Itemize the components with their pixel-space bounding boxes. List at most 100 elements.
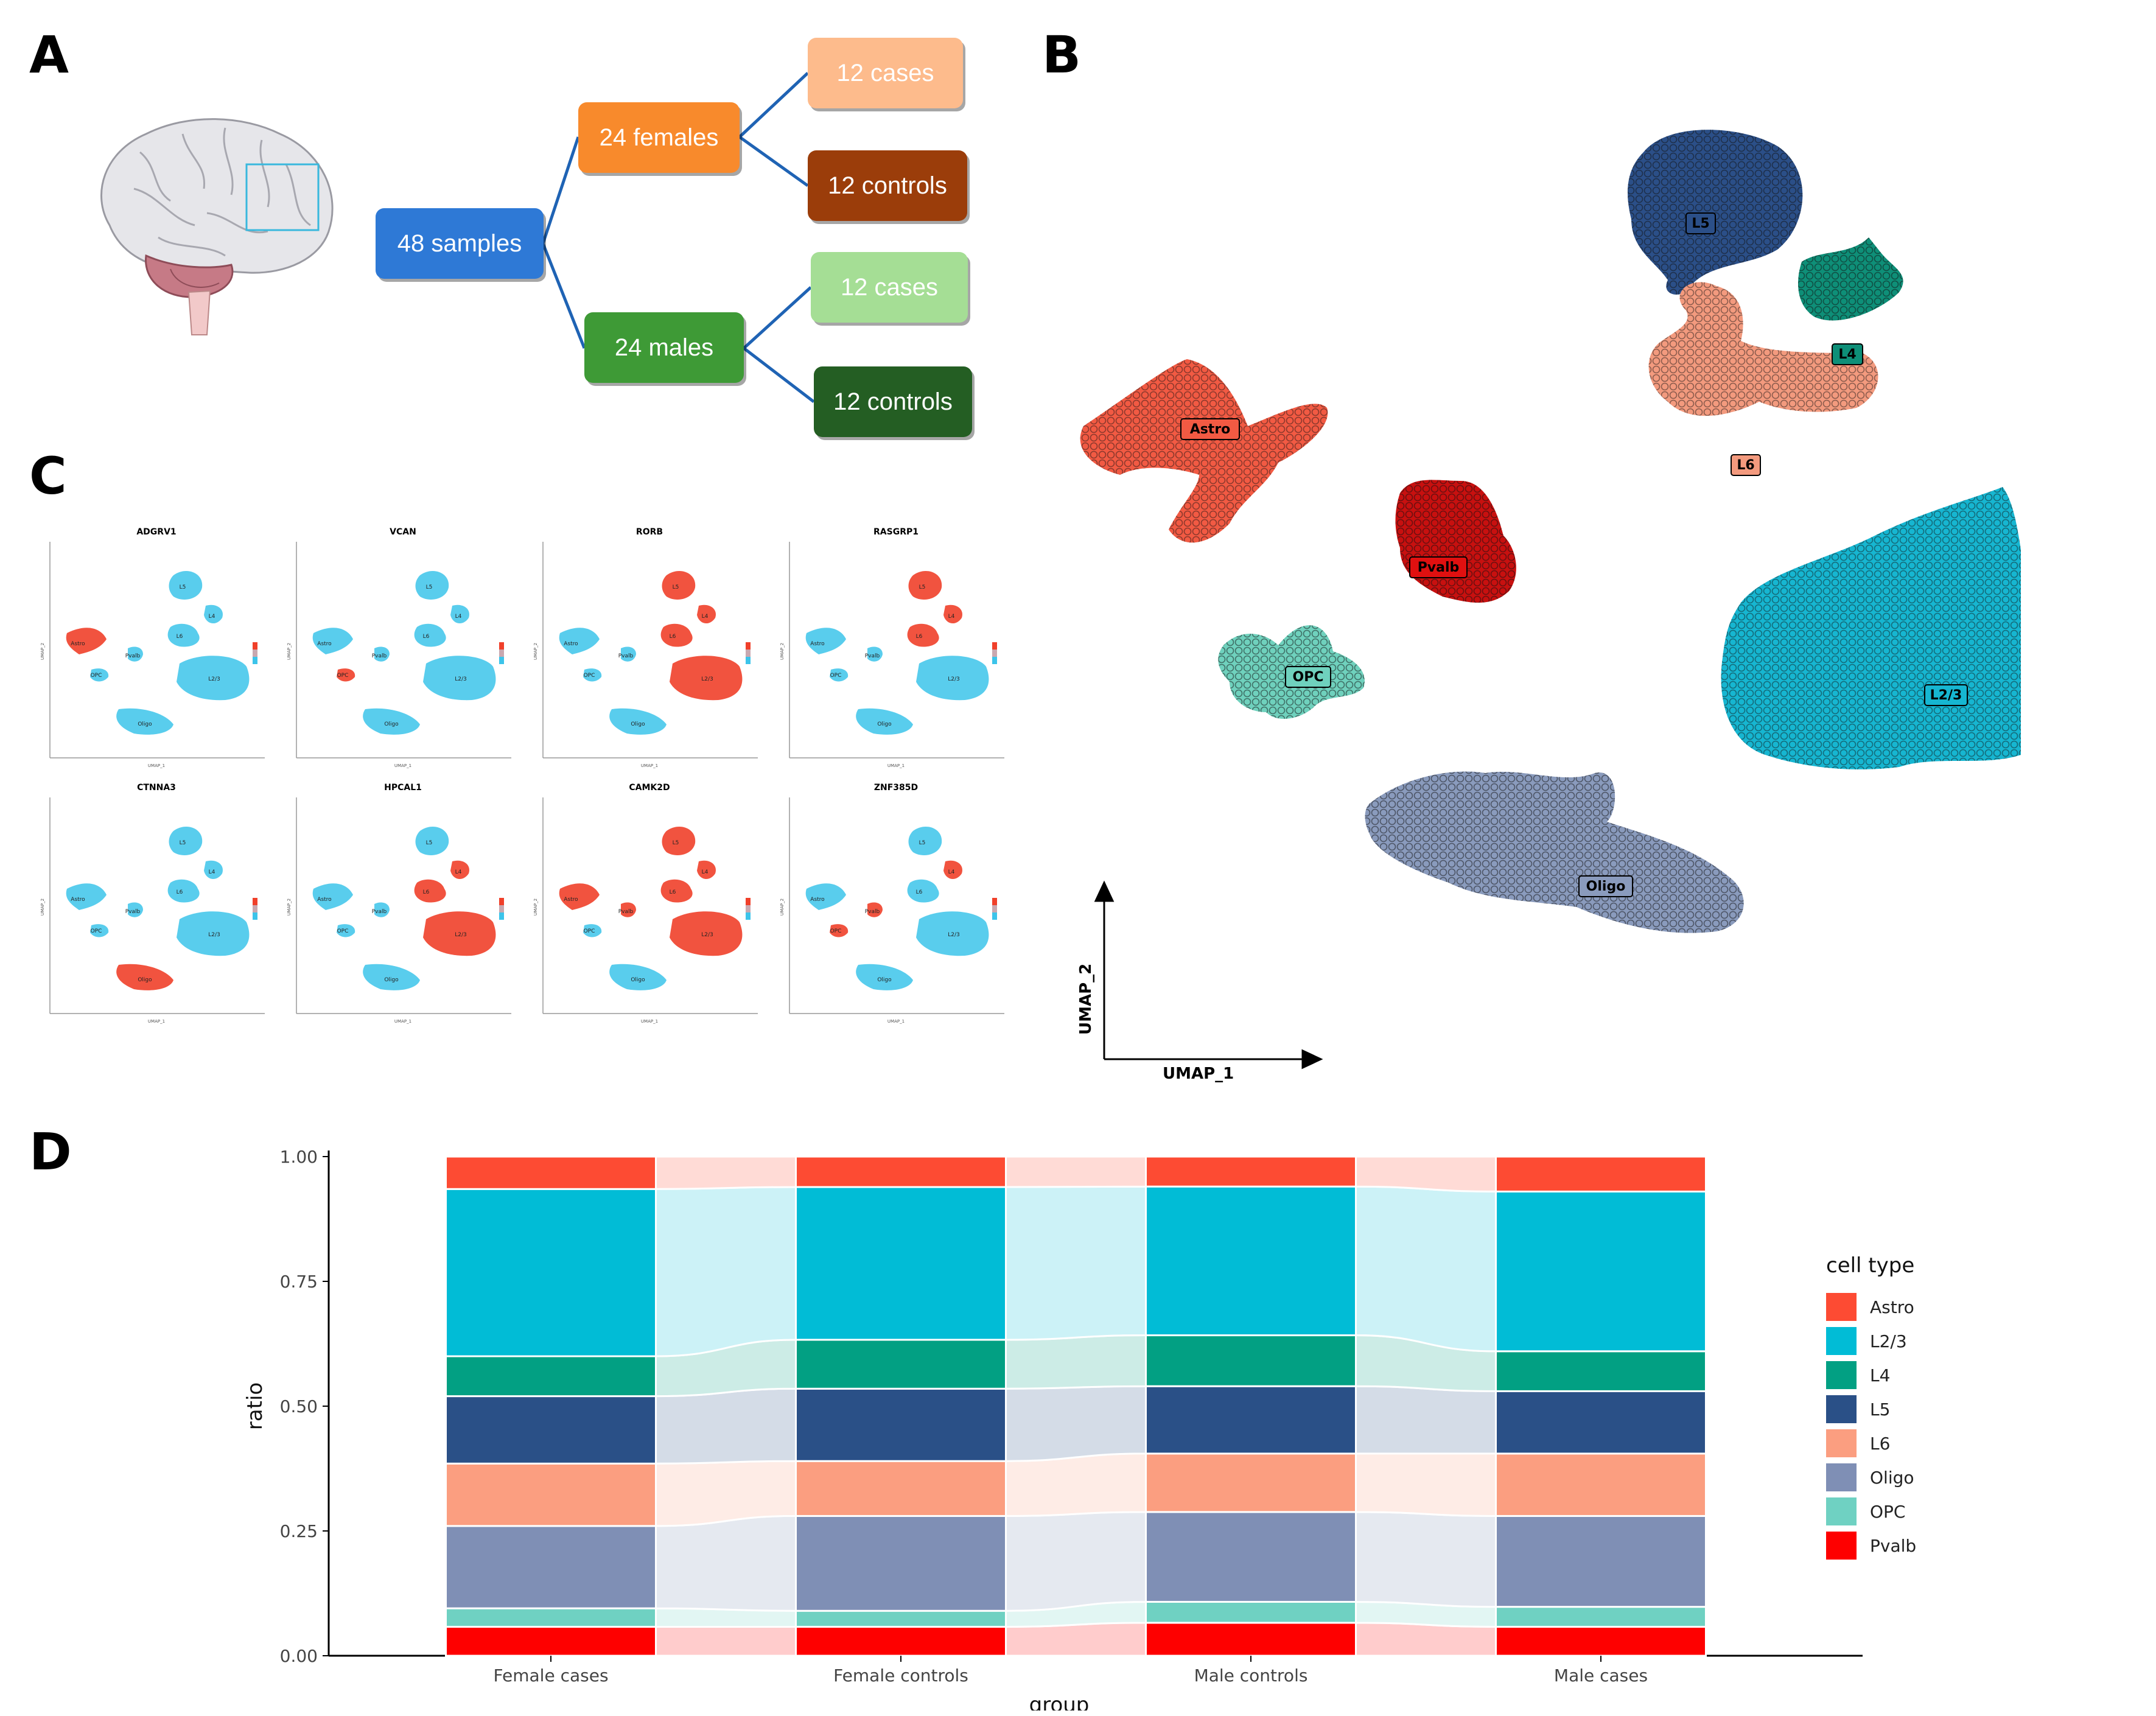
feature-cluster-oligo (609, 964, 667, 990)
feature-plot-title: ZNF385D (874, 783, 918, 793)
umap-axis-arrows (1094, 880, 1323, 1070)
y-tick-label: 0.75 (280, 1272, 318, 1292)
legend-swatch-l6 (1826, 1429, 1857, 1457)
feature-x-label: UMAP_1 (887, 1019, 905, 1024)
flow-ribbon-l23 (1005, 1185, 1147, 1341)
umap-label-l5: L5 (1692, 216, 1709, 231)
bar-segment-l6 (445, 1462, 657, 1527)
feature-cluster-label: Pvalb (372, 653, 387, 659)
feature-cluster-l4 (697, 860, 716, 880)
feature-cluster-label: Astro (810, 897, 825, 903)
feature-cluster-label: Oligo (631, 721, 645, 727)
feature-cluster-label: Oligo (384, 977, 399, 983)
bar-segment-astro (1495, 1155, 1707, 1192)
feature-cluster-l5 (662, 570, 696, 600)
feature-plot-title: CTNNA3 (137, 783, 176, 793)
feature-cluster-l5 (908, 826, 942, 855)
feature-plot-title: RORB (636, 527, 663, 537)
feature-cluster-astro (312, 883, 353, 910)
umap-cluster-pvalb (1395, 480, 1516, 603)
feature-cluster-l4 (450, 860, 469, 880)
bar-segment-astro (445, 1155, 657, 1190)
y-tick-label: 0.25 (280, 1521, 318, 1541)
bar-segment-pvalb (795, 1625, 1007, 1657)
feature-plot-camk2d: CAMK2D L5 L4 Astro L6 Pvalb OPC L2/3 Oligo UMAP_1… (533, 783, 758, 1024)
x-tick-label: Female controls (833, 1665, 968, 1686)
feature-plots-grid: ADGRV1 L5 L4 Astro L6 Pvalb OPC L2/3 Oligo UMAP_1… (37, 524, 1023, 1029)
feature-cluster-label: Oligo (877, 977, 892, 983)
umap-cluster-l4 (1798, 237, 1903, 321)
feature-cluster-label: L5 (919, 584, 926, 590)
legend: cell type Astro L2/3 L4 L5 L6 Oligo OPC Pvalb (1826, 1253, 1916, 1560)
flow-ribbon-oligo (1005, 1511, 1147, 1612)
feature-cluster-oligo (363, 964, 420, 990)
feature-cluster-oligo (856, 964, 913, 990)
feature-plot-title: RASGRP1 (873, 527, 919, 537)
female-controls-box: 12 controls (808, 150, 967, 221)
feature-cluster-label: Astro (317, 897, 332, 903)
feature-cluster-label: L5 (180, 584, 186, 590)
feature-cluster-l4 (943, 604, 962, 624)
y-tick-label: 0.00 (280, 1646, 318, 1666)
feature-cluster-label: Astro (317, 641, 332, 647)
feature-cluster-label: L2/3 (208, 932, 220, 938)
feature-plot-rasgrp1: RASGRP1 L5 L4 Astro L6 Pvalb OPC L2/3 Oligo UMAP_… (780, 527, 1004, 768)
feature-cluster-label: L2/3 (455, 932, 467, 938)
umap-panel: L5 L4 L6 Astro Pvalb OPC L2/3 Oligo UMAP… (1077, 130, 2021, 1083)
brain-illustration-icon (100, 118, 334, 335)
sample-tree-connectors (541, 72, 815, 403)
feature-cluster-astro (66, 883, 107, 910)
feature-cluster-label: OPC (830, 928, 842, 934)
y-tick-label: 0.50 (280, 1396, 318, 1417)
flow-ribbon-pvalb (655, 1625, 797, 1657)
bar-segment-opc (1495, 1606, 1707, 1628)
feature-cluster-astro (805, 883, 846, 910)
flow-ribbon-l5 (1355, 1385, 1497, 1455)
females-box: 24 females (578, 102, 740, 173)
feature-cluster-label: L2/3 (701, 932, 713, 938)
flow-ribbon-astro (655, 1155, 797, 1190)
feature-cluster-label: Pvalb (865, 653, 880, 659)
feature-colorbar (499, 642, 504, 664)
feature-colorbar (746, 642, 751, 664)
feature-y-label: UMAP_2 (40, 898, 45, 916)
feature-cluster-pvalb (621, 646, 636, 662)
bar-segment-l6 (795, 1460, 1007, 1517)
legend-swatch-astro (1826, 1293, 1857, 1321)
panel-a: 48 samples 24 females 24 males 12 cases … (0, 0, 1035, 450)
feature-cluster-label: L6 (177, 889, 183, 895)
feature-cluster-label: L5 (426, 840, 433, 846)
umap-cluster-l6 (1648, 282, 1878, 416)
feature-cluster-label: L4 (455, 614, 462, 620)
male-cases-label: 12 cases (840, 273, 939, 301)
feature-cluster-pvalb (128, 902, 143, 917)
feature-cluster-label: Astro (564, 641, 578, 647)
flow-ribbon-astro (1005, 1155, 1147, 1188)
bar-segment-l4 (1145, 1334, 1357, 1387)
male-cases-box: 12 cases (811, 252, 968, 323)
bar-segment-l4 (795, 1339, 1007, 1390)
feature-cluster-opc (90, 668, 109, 682)
feature-cluster-l6 (167, 623, 200, 647)
feature-cluster-label: L6 (423, 634, 430, 640)
legend-label: L5 (1870, 1399, 1890, 1420)
feature-colorbar (253, 642, 257, 664)
feature-cluster-label: OPC (584, 928, 595, 934)
feature-y-label: UMAP_2 (40, 643, 45, 660)
feature-cluster-label: L4 (455, 869, 462, 875)
flow-ribbon-astro (1355, 1155, 1497, 1192)
feature-x-label: UMAP_1 (394, 763, 411, 768)
feature-x-label: UMAP_1 (641, 1019, 658, 1024)
feature-cluster-label: L4 (702, 614, 709, 620)
bar-segment-l5 (445, 1395, 657, 1465)
feature-cluster-label: L6 (423, 889, 430, 895)
bar-segment-l6 (1145, 1452, 1357, 1513)
feature-cluster-label: Oligo (384, 721, 399, 727)
feature-cluster-l5 (169, 570, 203, 600)
legend-swatch-pvalb (1826, 1532, 1857, 1560)
feature-x-label: UMAP_1 (887, 763, 905, 768)
feature-cluster-label: L2/3 (701, 676, 713, 682)
feature-cluster-label: L5 (919, 840, 926, 846)
feature-cluster-opc (337, 924, 355, 937)
y-axis-title: ratio (243, 1382, 267, 1430)
